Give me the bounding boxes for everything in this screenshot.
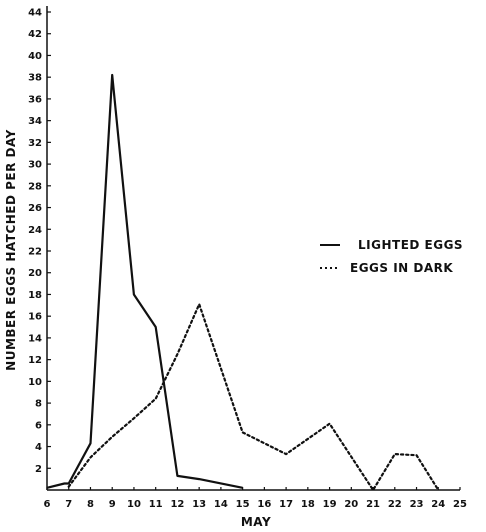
x-tick-label: 10 — [127, 499, 141, 510]
y-tick-label: 8 — [35, 399, 42, 410]
x-tick-label: 19 — [323, 499, 337, 510]
y-tick-label: 38 — [28, 73, 42, 84]
y-tick-label: 42 — [28, 29, 42, 40]
y-tick-label: 4 — [35, 442, 42, 453]
x-tick-label: 14 — [214, 499, 228, 510]
x-tick-label: 25 — [453, 499, 467, 510]
y-tick-label: 10 — [28, 377, 42, 388]
y-tick-label: 20 — [28, 268, 42, 279]
y-tick-label: 34 — [28, 116, 42, 127]
y-tick-label: 36 — [28, 94, 42, 105]
x-tick-label: 17 — [279, 499, 293, 510]
x-ticks: 6 7 8 9 10 11 12 13 14 15 16 17 18 19 20 21 22 23 24 25 — [44, 487, 467, 510]
y-tick-label: 26 — [28, 203, 42, 214]
y-tick-label: 24 — [28, 225, 42, 236]
x-tick-label: 8 — [87, 499, 94, 510]
x-tick-label: 16 — [257, 499, 271, 510]
plot-axes — [46, 6, 460, 491]
legend-label-lighted-eggs: LIGHTED EGGS — [358, 238, 463, 252]
legend-label-eggs-in-dark: EGGS IN DARK — [350, 261, 453, 275]
y-tick-label: 6 — [35, 420, 42, 431]
x-tick-label: 18 — [301, 499, 315, 510]
x-tick-label: 24 — [431, 499, 445, 510]
y-tick-label: 14 — [28, 333, 42, 344]
x-tick-label: 11 — [149, 499, 163, 510]
y-tick-label: 12 — [28, 355, 42, 366]
y-tick-label: 18 — [28, 290, 42, 301]
x-tick-label: 20 — [344, 499, 358, 510]
y-tick-label: 30 — [28, 160, 42, 171]
x-tick-label: 7 — [65, 499, 72, 510]
series-line-lighted-eggs — [46, 73, 243, 489]
x-tick-label: 23 — [410, 499, 424, 510]
y-tick-label: 28 — [28, 181, 42, 192]
y-tick-label: 44 — [28, 8, 42, 19]
x-axis-label: MAY — [241, 515, 271, 529]
y-tick-label: 2 — [35, 464, 42, 475]
x-tick-label: 21 — [366, 499, 380, 510]
x-tick-label: 22 — [388, 499, 402, 510]
series-layer — [46, 73, 440, 492]
x-tick-label: 13 — [192, 499, 206, 510]
x-tick-label: 15 — [236, 499, 250, 510]
x-tick-label: 9 — [109, 499, 116, 510]
y-tick-label: 40 — [28, 51, 42, 62]
y-tick-label: 32 — [28, 138, 42, 149]
series-line-eggs-in-dark — [67, 303, 440, 492]
y-tick-label: 16 — [28, 312, 42, 323]
y-axis-label: NUMBER EGGS HATCHED PER DAY — [4, 129, 18, 371]
x-tick-label: 12 — [170, 499, 184, 510]
legend: LIGHTED EGGS EGGS IN DARK — [320, 238, 463, 275]
y-tick-label: 22 — [28, 247, 42, 258]
x-tick-label: 6 — [44, 499, 51, 510]
